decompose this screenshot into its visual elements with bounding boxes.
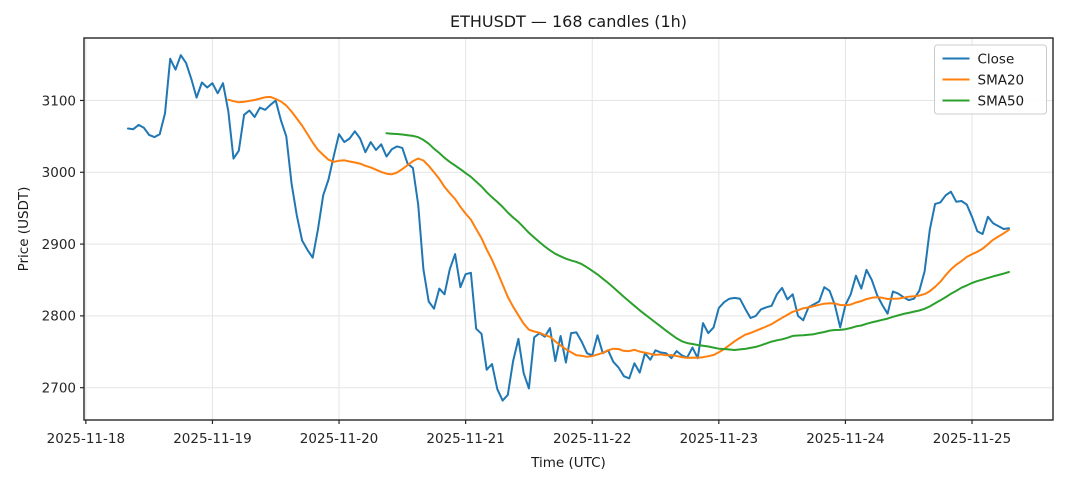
x-tick-label: 2025-11-23 [680,431,758,447]
plot-frame [83,37,1054,421]
sma20-line [227,95,1010,359]
y-tick-label: 2900 [42,237,76,253]
y-tick-label: 2700 [42,380,76,396]
grid-lines [84,38,1053,420]
legend-box [934,44,1047,115]
x-tick-label: 2025-11-20 [300,431,378,447]
legend-label-sma50: SMA50 [978,93,1025,109]
x-tick-label: 2025-11-21 [426,431,504,447]
y-tick-label: 3000 [42,165,76,181]
x-tick-label: 2025-11-22 [553,431,631,447]
x-tick-label: 2025-11-18 [47,431,125,447]
x-tick-label: 2025-11-24 [806,431,884,447]
series-lines [127,54,1010,402]
y-tick-label: 2800 [42,309,76,325]
chart-title: ETHUSDT — 168 candles (1h) [450,12,687,31]
plot-border [83,37,1054,421]
legend-label-sma20: SMA20 [978,72,1025,88]
y-tick-label: 3100 [42,93,76,109]
legend-label-close: Close [978,51,1015,67]
x-tick-label: 2025-11-25 [933,431,1011,447]
sma50-line [385,132,1010,351]
y-axis-label: Price (USDT) [16,187,32,272]
close-line [127,54,1010,402]
legend: Close SMA20 SMA50 [934,44,1047,115]
axis-ticks: 2025-11-18 2025-11-19 2025-11-20 2025-11-21… [42,93,1012,447]
x-axis-label: Time (UTC) [530,455,606,471]
x-tick-label: 2025-11-19 [173,431,251,447]
